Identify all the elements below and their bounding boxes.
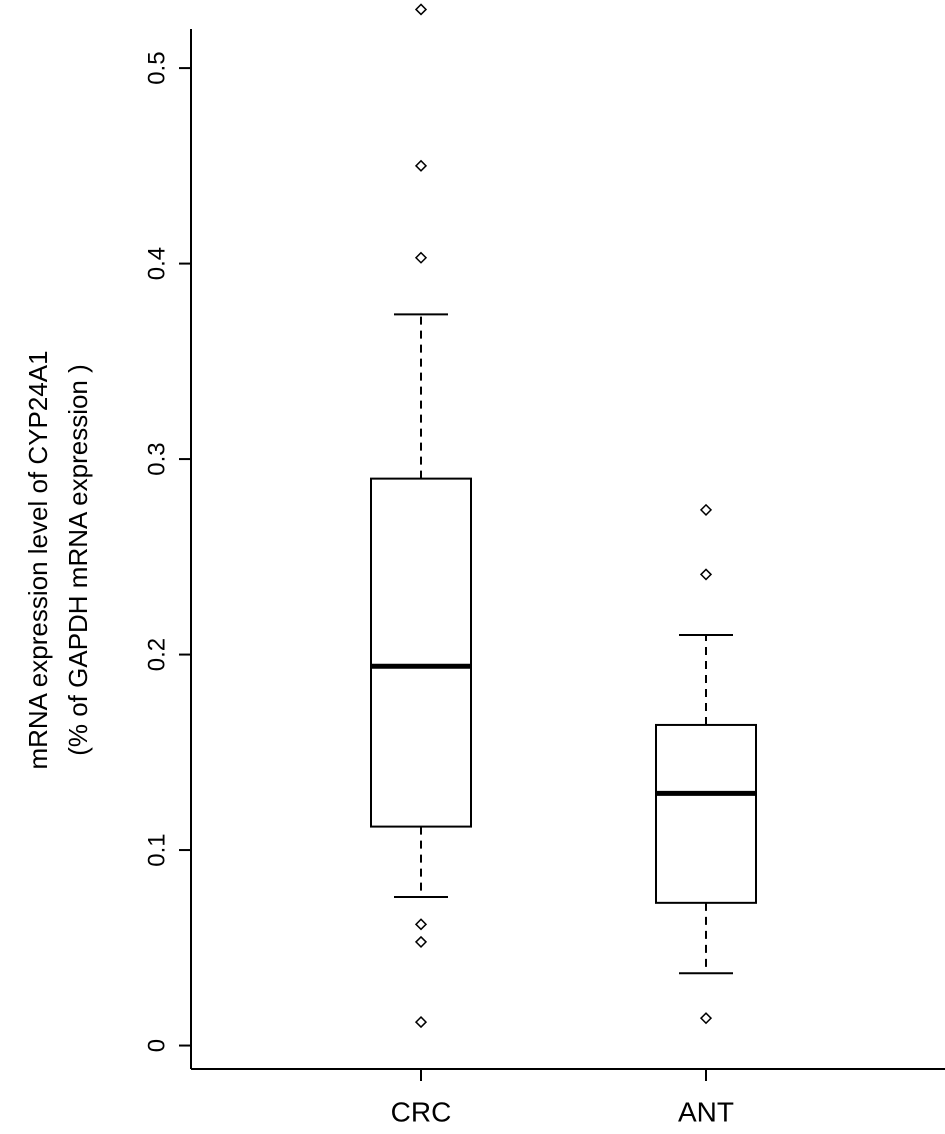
outlier [414,918,428,931]
x-tick-label: ANT [678,1096,734,1127]
y-tick-label: 0.3 [143,442,170,475]
x-tick-label: CRC [391,1096,452,1127]
y-axis-label: (% of GAPDH mRNA expression ) [63,364,93,756]
y-tick-label: 0.1 [143,833,170,866]
outlier [414,159,428,172]
outlier [414,251,428,264]
outlier [414,935,428,948]
y-tick-label: 0.4 [143,247,170,280]
outlier [699,568,713,581]
outlier [699,1012,713,1025]
box [370,477,472,828]
y-tick-label: 0.2 [143,638,170,671]
y-tick-label: 0.5 [143,51,170,84]
y-tick-label: 0 [143,1039,170,1052]
box [655,723,757,904]
outlier [699,503,713,516]
outlier [414,1016,428,1029]
y-axis-label: mRNA expression level of CYP24A1 [23,350,53,769]
outlier [414,3,428,16]
